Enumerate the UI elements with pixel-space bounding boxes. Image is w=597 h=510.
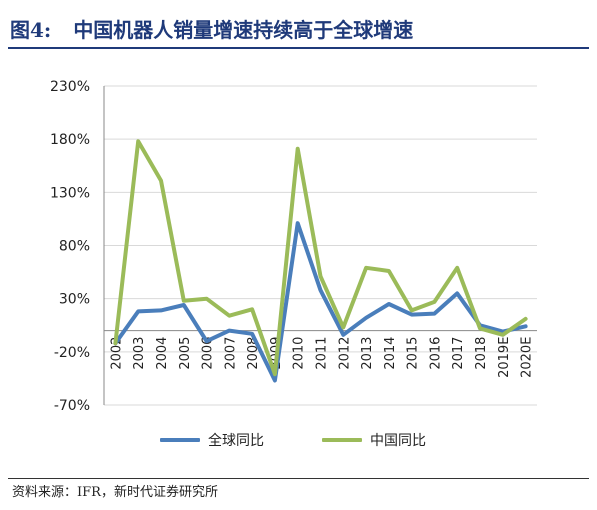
legend-label-china: 中国同比: [370, 433, 426, 449]
x-tick-label: 2020E: [520, 337, 535, 378]
x-tick-label: 2007: [223, 337, 238, 370]
x-tick-label: 2004: [155, 337, 170, 370]
source-note: 资料来源：IFR，新时代证券研究所: [12, 485, 218, 500]
y-tick-label: 180%: [50, 132, 90, 148]
title-underline: [8, 47, 589, 49]
line-chart: 230% 180% 130% 80% 30% -20% -70% 2002 2003 2004 20…: [50, 79, 537, 414]
figure-label: 图4:: [10, 17, 52, 42]
x-tick-label: 2018: [474, 337, 489, 370]
x-tick-label: 2003: [132, 337, 147, 370]
x-tick-label: 2013: [360, 337, 375, 370]
x-tick-label: 2019E: [497, 337, 512, 378]
x-tick-label: 2011: [315, 337, 330, 370]
x-tick-label: 2006: [201, 337, 216, 370]
x-tick-label: 2014: [383, 337, 398, 370]
source-divider: [8, 478, 589, 479]
figure-title: 中国机器人销量增速持续高于全球增速: [73, 17, 414, 42]
x-tick-label: 2015: [406, 337, 421, 370]
x-tick-label: 2005: [178, 337, 193, 370]
y-tick-label: 230%: [50, 79, 90, 95]
y-tick-label: 30%: [59, 292, 90, 308]
series-line-global: [113, 221, 528, 383]
legend-swatch-global: [160, 438, 200, 442]
series-line-china: [113, 139, 528, 377]
legend-item-global: 全球同比: [160, 430, 264, 450]
y-tick-label: 80%: [59, 239, 90, 255]
y-tick-label: 130%: [50, 185, 90, 201]
y-tick-label: -70%: [54, 398, 90, 414]
x-tick-label: 2012: [337, 337, 352, 370]
legend-label-global: 全球同比: [208, 433, 264, 449]
legend-swatch-china: [322, 438, 362, 442]
legend-item-china: 中国同比: [322, 430, 426, 450]
figure-title-row: 图4: 中国机器人销量增速持续高于全球增速: [10, 10, 585, 46]
x-tick-label: 2010: [292, 337, 307, 370]
y-tick-label: -20%: [54, 345, 90, 361]
chart-legend: 全球同比 中国同比: [160, 430, 484, 450]
x-tick-label: 2016: [428, 337, 443, 370]
x-tick-label: 2008: [246, 337, 261, 370]
x-tick-label: 2002: [109, 337, 124, 370]
x-tick-label: 2017: [451, 337, 466, 370]
